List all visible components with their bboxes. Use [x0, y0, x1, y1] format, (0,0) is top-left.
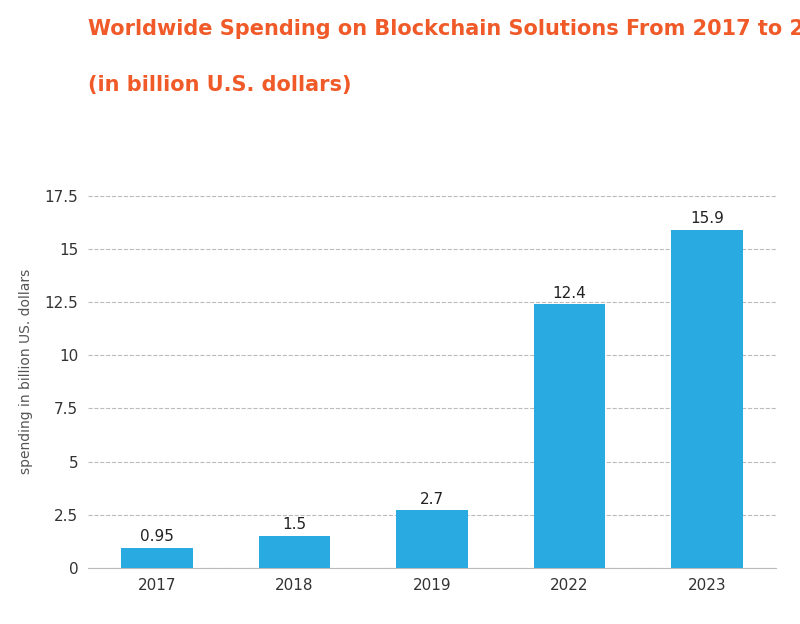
Text: Worldwide Spending on Blockchain Solutions From 2017 to 2023: Worldwide Spending on Blockchain Solutio… [88, 19, 800, 39]
Bar [671, 230, 743, 568]
Bar [258, 536, 330, 568]
Bar [534, 305, 606, 568]
Text: 2.7: 2.7 [420, 492, 444, 507]
Bar [121, 548, 193, 568]
Text: 0.95: 0.95 [140, 529, 174, 544]
Text: 12.4: 12.4 [553, 286, 586, 301]
Y-axis label: spending in billion US. dollars: spending in billion US. dollars [19, 269, 34, 474]
Text: (in billion U.S. dollars): (in billion U.S. dollars) [88, 75, 351, 95]
Text: 15.9: 15.9 [690, 211, 724, 226]
Text: 1.5: 1.5 [282, 517, 306, 532]
Bar [396, 510, 468, 568]
